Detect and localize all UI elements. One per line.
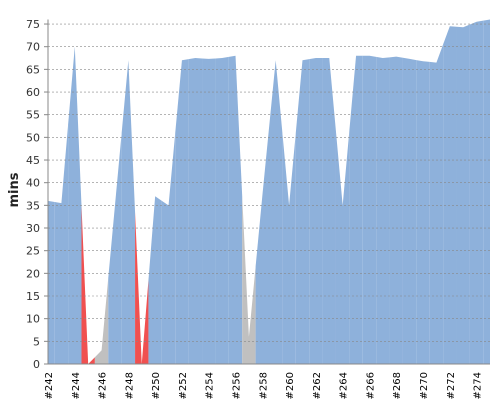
build-area xyxy=(349,55,363,365)
x-tick-label: #242 xyxy=(44,372,55,399)
build-area xyxy=(469,20,484,364)
y-tick-label: 0 xyxy=(33,358,40,371)
build-area xyxy=(54,124,69,364)
build-area xyxy=(108,132,122,364)
x-tick-label: #260 xyxy=(285,372,296,399)
build-area xyxy=(443,26,457,364)
build-area xyxy=(295,59,310,364)
y-tick-label: 60 xyxy=(26,86,40,99)
build-area xyxy=(309,58,323,365)
y-axis-label: mins xyxy=(7,172,22,207)
build-area xyxy=(68,46,82,365)
build-area xyxy=(148,196,162,364)
x-tick-label: #246 xyxy=(98,372,109,399)
x-tick-label: #274 xyxy=(473,372,484,399)
build-area xyxy=(416,60,430,365)
build-area xyxy=(322,58,336,365)
y-tick-label: 75 xyxy=(26,18,40,31)
x-tick-label: #244 xyxy=(71,372,82,399)
x-tick-label: #272 xyxy=(446,372,457,399)
build-area xyxy=(121,60,136,364)
build-area xyxy=(81,205,95,364)
build-area xyxy=(255,128,269,364)
x-tick-label: #268 xyxy=(392,372,403,399)
build-area xyxy=(456,24,470,365)
x-tick-label: #258 xyxy=(258,372,269,399)
build-area xyxy=(429,44,444,365)
y-tick-label: 65 xyxy=(26,63,40,76)
y-tick-label: 5 xyxy=(33,335,40,348)
build-area xyxy=(389,56,403,364)
x-tick-label: #266 xyxy=(365,372,376,399)
y-tick-label: 30 xyxy=(26,222,40,235)
x-tick-label: #262 xyxy=(312,372,323,399)
y-tick-label: 45 xyxy=(26,154,40,167)
build-area xyxy=(175,59,189,364)
x-tick-label: #270 xyxy=(419,372,430,399)
y-tick-label: 40 xyxy=(26,177,40,190)
build-area xyxy=(94,277,109,364)
y-tick-label: 10 xyxy=(26,313,40,326)
build-area xyxy=(188,58,203,365)
y-tick-label: 70 xyxy=(26,41,40,54)
y-tick-label: 50 xyxy=(26,131,40,144)
y-tick-label: 55 xyxy=(26,109,40,122)
x-tick-label: #250 xyxy=(151,372,162,399)
build-area xyxy=(48,200,55,364)
build-area xyxy=(362,55,377,365)
x-tick-label: #252 xyxy=(178,372,189,399)
build-area xyxy=(228,55,243,365)
build-area xyxy=(242,196,256,364)
x-tick-label: #256 xyxy=(232,372,243,399)
build-area xyxy=(135,212,149,364)
build-area xyxy=(202,58,216,364)
build-area xyxy=(402,57,417,365)
x-tick-label: #254 xyxy=(205,372,216,399)
y-tick-label: 15 xyxy=(26,290,40,303)
build-area xyxy=(215,56,229,364)
build-area xyxy=(376,56,390,364)
x-tick-label: #264 xyxy=(339,372,350,399)
x-tick-label: #248 xyxy=(124,372,135,399)
build-area xyxy=(269,60,283,364)
build-area xyxy=(282,132,296,364)
y-tick-label: 25 xyxy=(26,245,40,258)
build-area xyxy=(335,130,350,364)
build-area xyxy=(161,132,176,364)
y-tick-label: 20 xyxy=(26,267,40,280)
y-tick-label: 35 xyxy=(26,199,40,212)
build-area xyxy=(483,19,490,364)
